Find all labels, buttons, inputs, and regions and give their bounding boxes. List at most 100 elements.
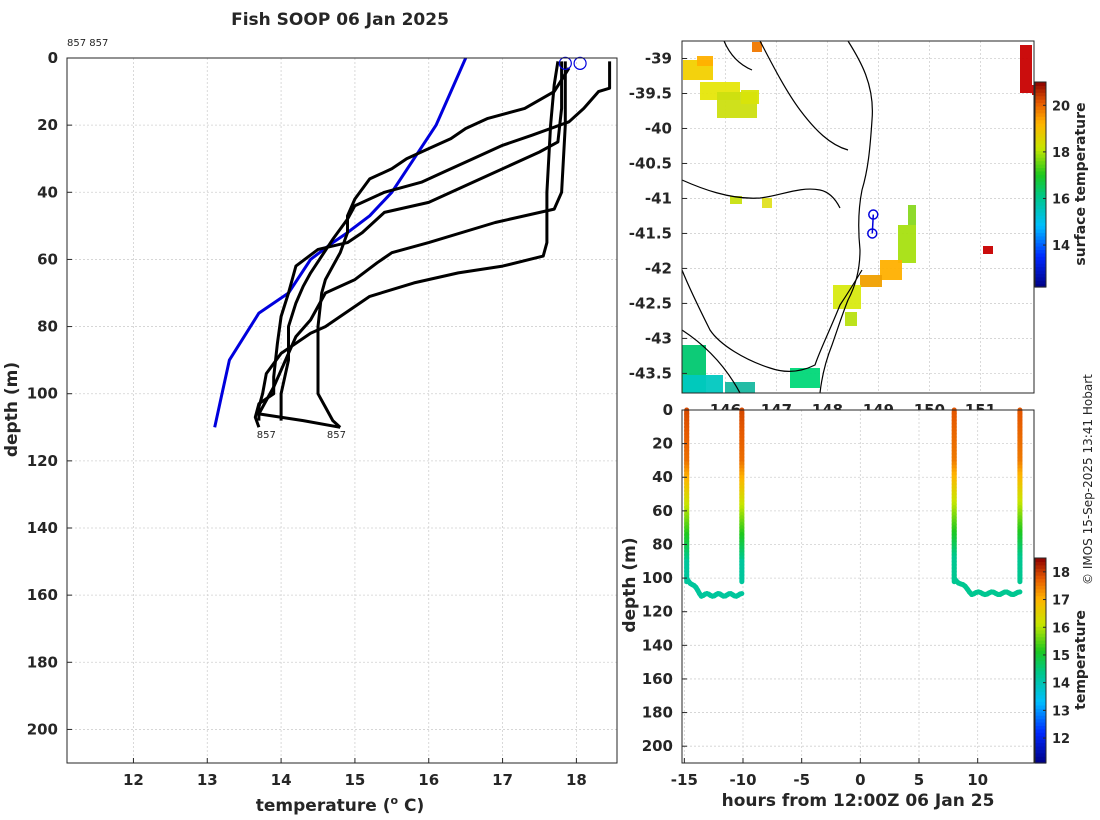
profile-top-label: 857 857 <box>67 38 108 49</box>
map-lat-label: -40 <box>645 119 672 137</box>
map-lat-label: -43.5 <box>629 364 672 382</box>
section-chart: 0 20 40 60 80 100 120 140 160 180 200 -15 -10 -5 0 5 10 h… <box>620 401 1089 811</box>
colorbar-tick-label: 15 <box>1052 649 1070 664</box>
y-tick-label: 0 <box>48 49 58 67</box>
coastline <box>759 40 849 151</box>
colorbar-tick-label: 16 <box>1052 621 1070 636</box>
colorbar-segment <box>1035 558 1046 563</box>
colorbar-segment <box>1035 756 1046 761</box>
sst-patch <box>725 382 755 393</box>
sst-patch <box>683 375 723 393</box>
colorbar-segment <box>1035 123 1046 128</box>
colorbar-segment <box>1035 660 1046 665</box>
colorbar-segment <box>1035 194 1046 199</box>
colorbar-segment <box>1035 674 1046 679</box>
y-tick-label: 60 <box>37 250 58 268</box>
map-lat-label: -43 <box>645 329 672 347</box>
colorbar-segment <box>1035 170 1046 175</box>
colorbar-tick-label: 14 <box>1052 239 1070 254</box>
colorbar-segment <box>1035 140 1046 145</box>
profile-line <box>257 61 567 429</box>
section-depth-label: 80 <box>652 535 673 553</box>
colorbar-segment <box>1035 119 1046 124</box>
colorbar-segment <box>1035 681 1046 686</box>
colorbar-segment <box>1035 239 1046 244</box>
colorbar-segment <box>1035 725 1046 730</box>
colorbar-segment <box>1035 246 1046 251</box>
section-background <box>682 410 1034 763</box>
colorbar-segment <box>1035 112 1046 117</box>
x-tick-label: 18 <box>566 771 587 789</box>
colorbar-segment <box>1035 694 1046 699</box>
profile-marker-label: 857 <box>257 430 276 441</box>
colorbar-segment <box>1035 136 1046 141</box>
sst-patch <box>1020 45 1032 93</box>
colorbar-segment <box>1035 622 1046 627</box>
colorbar-segment <box>1035 263 1046 268</box>
colorbar-tick-label: 20 <box>1052 99 1070 114</box>
colorbar-segment <box>1035 116 1046 121</box>
coastline <box>681 179 841 209</box>
colorbar-segment <box>1035 640 1046 645</box>
colorbar-tick-label: 17 <box>1052 594 1070 609</box>
map-frame <box>681 40 1035 394</box>
colorbar-segment <box>1035 633 1046 638</box>
colorbar-segment <box>1035 208 1046 213</box>
colorbar-segment <box>1035 252 1046 257</box>
sst-patch <box>752 42 762 52</box>
colorbar-segment <box>1035 242 1046 247</box>
colorbar-label: temperature <box>1073 610 1089 710</box>
colorbar-segment <box>1035 711 1046 716</box>
colorbar-segment <box>1035 739 1046 744</box>
colorbar-segment <box>1035 718 1046 723</box>
colorbar-segment <box>1035 153 1046 158</box>
section-y-axis-label: depth (m) <box>620 537 640 632</box>
colorbar-tick-label: 12 <box>1052 732 1070 747</box>
colorbar-segment <box>1035 99 1046 104</box>
coastline <box>723 40 753 71</box>
y-axis-label: depth (m) <box>2 362 22 457</box>
map-lat-label: -42 <box>645 259 672 277</box>
colorbar-segment <box>1035 670 1046 675</box>
sst-patch <box>983 246 993 254</box>
y-tick-label: 160 <box>27 586 58 604</box>
colorbar-segment <box>1035 157 1046 162</box>
colorbar-segment <box>1035 581 1046 586</box>
colorbar-segment <box>1035 249 1046 254</box>
colorbar-segment <box>1035 616 1046 621</box>
section-depth-label: 100 <box>642 569 673 587</box>
colorbar-segment <box>1035 235 1046 240</box>
colorbar-segment <box>1035 636 1046 641</box>
colorbar-segment <box>1035 133 1046 138</box>
section-depth-label: 140 <box>642 636 673 654</box>
colorbar-segment <box>1035 177 1046 182</box>
colorbar-segment <box>1035 225 1046 230</box>
profile-marker-label: 857 <box>327 430 346 441</box>
x-tick-label: 13 <box>197 771 218 789</box>
colorbar-segment <box>1035 561 1046 566</box>
colorbar-segment <box>1035 684 1046 689</box>
map-lat-label: -39.5 <box>629 84 672 102</box>
y-tick-label: 20 <box>37 116 58 134</box>
track-line <box>871 214 875 234</box>
colorbar-segment <box>1035 269 1046 274</box>
colorbar-tick-label: 16 <box>1052 192 1070 207</box>
section-hour-label: 10 <box>967 771 988 789</box>
colorbar-segment <box>1035 745 1046 750</box>
colorbar-segment <box>1035 663 1046 668</box>
colorbar-segment <box>1035 146 1046 151</box>
colorbar-segment <box>1035 626 1046 631</box>
colorbar-segment <box>1035 222 1046 227</box>
section-depth-label: 120 <box>642 603 673 621</box>
y-tick-label: 180 <box>27 653 58 671</box>
colorbar-segment <box>1035 164 1046 169</box>
colorbar-segment <box>1035 266 1046 271</box>
colorbar-segment <box>1035 701 1046 706</box>
profile-line <box>257 61 560 421</box>
colorbar-segment <box>1035 646 1046 651</box>
colorbar-tick-label: 18 <box>1052 146 1070 161</box>
colorbar-segment <box>1035 88 1046 93</box>
colorbar-label: surface temperature <box>1073 102 1089 265</box>
